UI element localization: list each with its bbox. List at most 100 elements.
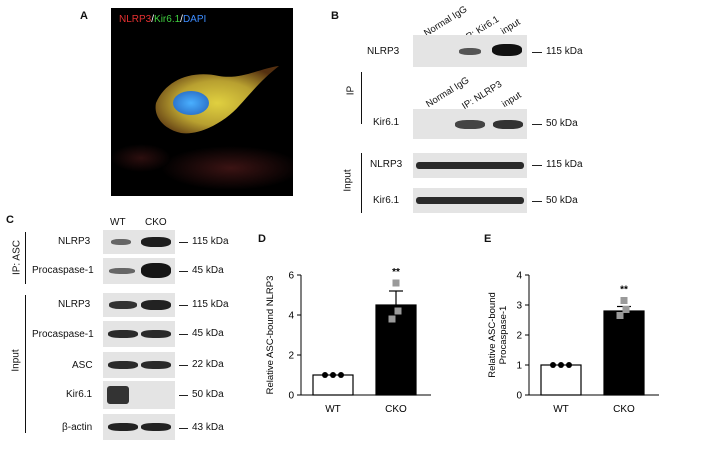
chart-e: 0 1 2 3 4 Relative ASC-boundProcaspase-1 WT CKO… <box>487 271 659 415</box>
kda-label: 50 kDa <box>192 389 224 400</box>
band <box>416 197 524 204</box>
blot-c-asc <box>103 352 175 378</box>
x-tick-label: CKO <box>613 404 635 415</box>
blot-row-label: Procaspase-1 <box>32 265 94 276</box>
cell-body <box>155 66 279 134</box>
input-label: Input <box>342 169 354 192</box>
kda-tick <box>179 365 188 366</box>
data-point <box>558 362 564 368</box>
panel-a-letter: A <box>80 10 88 22</box>
blot-c-nlrp3-ip <box>103 230 175 254</box>
data-point <box>330 372 336 378</box>
band <box>141 263 171 278</box>
data-point <box>616 312 624 319</box>
kda-label: 115 kDa <box>192 299 229 310</box>
bar <box>603 310 645 396</box>
blot-nlrp3-input <box>413 153 527 178</box>
kda-tick <box>532 201 542 202</box>
kda-tick <box>179 242 188 243</box>
ip-bracket <box>361 72 362 124</box>
blot-row-label: NLRP3 <box>58 236 91 247</box>
ip-asc-label: IP: ASC <box>11 240 23 276</box>
blot-row-label: Kir6.1 <box>66 389 93 400</box>
y-tick-label: 1 <box>516 361 522 372</box>
band <box>493 120 523 129</box>
data-point <box>338 372 344 378</box>
significance-marker: ** <box>392 267 400 278</box>
blot-nlrp3-ip <box>413 35 527 67</box>
input-bracket <box>361 153 362 213</box>
y-tick-label: 3 <box>516 301 522 312</box>
blot-row-label: NLRP3 <box>370 159 403 170</box>
blot-row-label: Procaspase-1 <box>32 329 94 340</box>
legend-kir: Kir6.1 <box>154 14 181 25</box>
ip-label: IP <box>345 85 357 96</box>
x-tick-label: WT <box>553 404 569 415</box>
data-point <box>566 362 572 368</box>
legend-dapi: DAPI <box>182 14 207 25</box>
kda-tick <box>532 124 542 125</box>
bar <box>540 364 582 396</box>
lane-label: input <box>499 16 523 37</box>
data-point <box>392 279 400 287</box>
band <box>107 386 129 404</box>
kda-label: 45 kDa <box>192 265 224 276</box>
band <box>109 301 137 309</box>
band <box>108 423 138 431</box>
blot-row-label: ASC <box>72 360 93 371</box>
y-tick-label: 2 <box>288 351 294 362</box>
y-axis-label: Relative ASC-bound NLRP3 <box>265 276 276 395</box>
kda-label: 50 kDa <box>546 118 578 129</box>
band <box>141 237 171 247</box>
blot-c-actin <box>103 414 175 440</box>
y-axis-label: Relative ASC-boundProcaspase-1 <box>487 292 509 378</box>
panel-d-letter: D <box>258 233 266 245</box>
panel-b-letter: B <box>331 10 339 22</box>
blot-c-nlrp3-input <box>103 293 175 317</box>
blot-c-procasp-ip <box>103 258 175 284</box>
input-c-label: Input <box>10 349 22 372</box>
panel-c-letter: C <box>6 214 14 226</box>
legend-sep: / <box>180 14 183 25</box>
legend-nlrp3: NLRP3 <box>119 14 152 25</box>
blot-c-procasp-input <box>103 321 175 347</box>
ip-asc-bracket <box>25 232 26 284</box>
kda-tick <box>532 165 542 166</box>
data-point <box>550 362 556 368</box>
band <box>109 268 135 274</box>
band <box>141 361 171 369</box>
lane-label: input <box>500 89 524 110</box>
lane-label-wt: WT <box>110 217 126 228</box>
data-point <box>622 306 630 313</box>
kda-label: 50 kDa <box>546 195 578 206</box>
blot-kir-input <box>413 188 527 213</box>
kda-label: 22 kDa <box>192 359 224 370</box>
band <box>141 330 171 338</box>
blot-c-kir <box>103 381 175 409</box>
blot-row-label: NLRP3 <box>58 299 91 310</box>
blot-row-label: β-actin <box>62 422 93 433</box>
y-tick-label: 4 <box>516 271 522 282</box>
bar <box>375 304 417 396</box>
y-tick-label: 6 <box>288 271 294 282</box>
y-tick-label: 0 <box>516 391 522 402</box>
kda-tick <box>179 271 188 272</box>
kda-label: 115 kDa <box>546 46 583 57</box>
band <box>108 361 138 369</box>
band <box>459 48 481 55</box>
legend-sep: / <box>151 14 155 25</box>
data-point <box>394 307 402 315</box>
band <box>141 300 171 310</box>
band <box>108 330 138 338</box>
data-point <box>388 315 396 323</box>
y-tick-label: 0 <box>288 391 294 402</box>
kda-label: 43 kDa <box>192 422 224 433</box>
fluorescence-image: NLRP3/Kir6.1/DAPI <box>111 8 293 196</box>
blot-row-label: NLRP3 <box>367 46 400 57</box>
fluorescence-legend: NLRP3/Kir6.1/DAPI <box>119 14 206 25</box>
chart-d: 0 2 4 6 Relative ASC-bound NLRP3 WT CKO ** <box>265 267 431 415</box>
blot-row-label: Kir6.1 <box>373 195 400 206</box>
band <box>492 44 522 56</box>
panel-e-letter: E <box>484 233 492 245</box>
x-tick-label: CKO <box>385 404 407 415</box>
